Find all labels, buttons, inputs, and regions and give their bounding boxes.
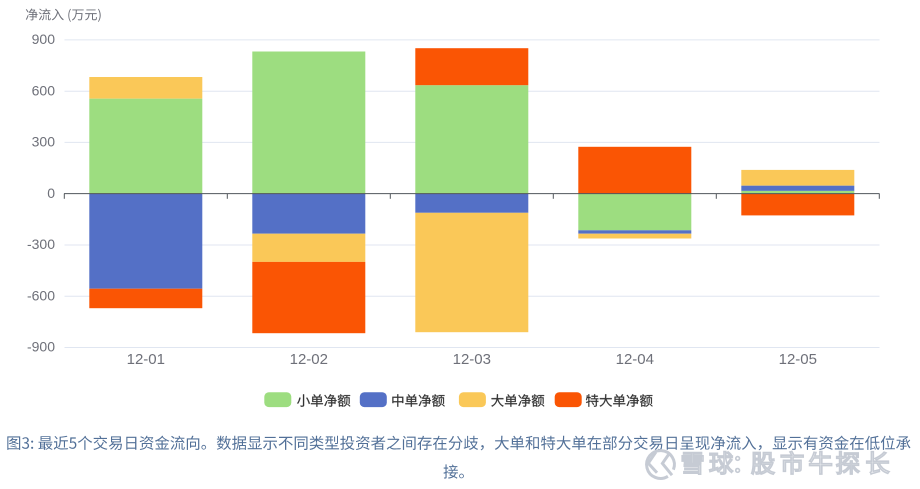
svg-text:-600: -600 [27,287,55,303]
svg-text:-300: -300 [27,236,55,252]
svg-text:300: 300 [32,134,56,150]
svg-text:600: 600 [32,82,56,98]
svg-text:12-02: 12-02 [290,351,328,368]
svg-text:12-03: 12-03 [453,351,491,368]
svg-text:12-01: 12-01 [127,351,165,368]
svg-text:0: 0 [47,185,55,201]
svg-text:-900: -900 [27,339,55,355]
svg-text:900: 900 [32,31,56,47]
svg-text:12-04: 12-04 [616,351,654,368]
svg-text:12-05: 12-05 [779,351,817,368]
